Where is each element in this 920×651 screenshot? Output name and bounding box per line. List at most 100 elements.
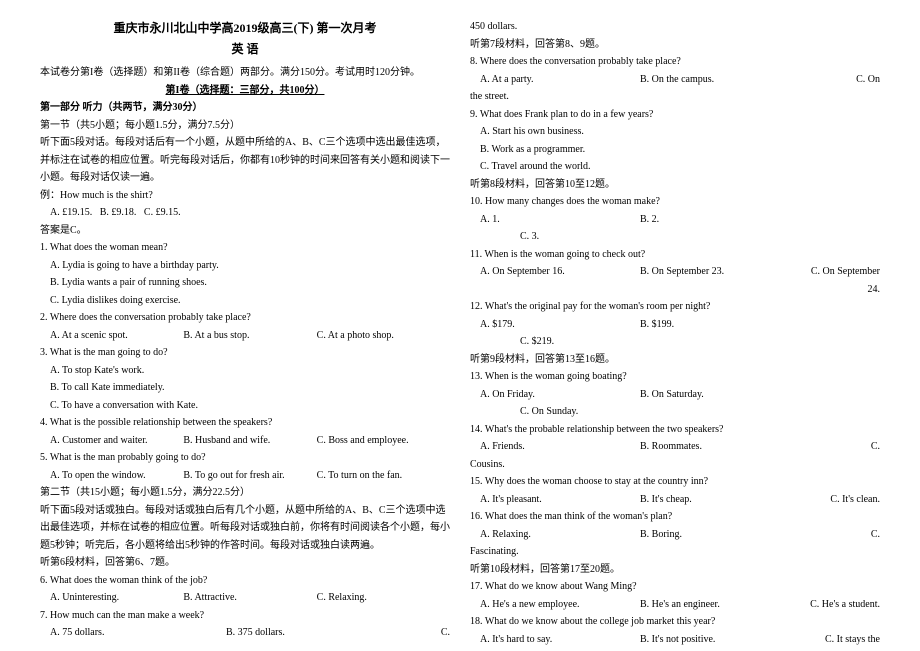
q16: 16. What does the man think of the woman…: [470, 508, 880, 526]
q11-opts: A. On September 16. B. On September 23. …: [470, 263, 880, 298]
q16-b: B. Boring.: [640, 526, 800, 544]
q16-c: C.: [800, 526, 880, 544]
q15: 15. Why does the woman choose to stay at…: [470, 473, 880, 491]
q4-a: A. Customer and waiter.: [50, 432, 183, 450]
q11-b: B. On September 23.: [640, 263, 800, 298]
q17-b: B. He's an engineer.: [640, 596, 800, 614]
q3-a: A. To stop Kate's work.: [40, 362, 450, 380]
passage9-heading: 听第9段材料，回答第13至16题。: [470, 351, 880, 369]
q2-c: C. At a photo shop.: [317, 327, 450, 345]
q17: 17. What do we know about Wang Ming?: [470, 578, 880, 596]
q18-opts: A. It's hard to say. B. It's not positiv…: [470, 631, 880, 649]
q8: 8. Where does the conversation probably …: [470, 53, 880, 71]
q10-c: C. 3.: [470, 228, 880, 246]
q16-a: A. Relaxing.: [480, 526, 640, 544]
q13: 13. When is the woman going boating?: [470, 368, 880, 386]
q16-opts: A. Relaxing. B. Boring. C.: [470, 526, 880, 544]
passage7-heading: 听第7段材料，回答第8、9题。: [470, 36, 880, 54]
q7-b: B. 375 dollars.: [226, 624, 402, 642]
q18-c: C. It stays the: [800, 631, 880, 649]
q3: 3. What is the man going to do?: [40, 344, 450, 362]
q2-opts: A. At a scenic spot. B. At a bus stop. C…: [40, 327, 450, 345]
q2-b: B. At a bus stop.: [183, 327, 316, 345]
right-column: 450 dollars. 听第7段材料，回答第8、9题。 8. Where do…: [460, 18, 890, 633]
q14-b: B. Roommates.: [640, 438, 800, 456]
q9: 9. What does Frank plan to do in a few y…: [470, 106, 880, 124]
q9-c: C. Travel around the world.: [470, 158, 880, 176]
q12-a: A. $179.: [480, 316, 640, 334]
q6-c: C. Relaxing.: [317, 589, 450, 607]
subject-title: 英 语: [40, 39, 450, 60]
q4-c: C. Boss and employee.: [317, 432, 450, 450]
instructions-1: 听下面5段对话。每段对话后有一个小题，从题中所给的A、B、C三个选项中选出最佳选…: [40, 134, 450, 187]
q14-c-cont: Cousins.: [470, 456, 880, 474]
q12: 12. What's the original pay for the woma…: [470, 298, 880, 316]
passage6-heading: 听第6段材料，回答第6、7题。: [40, 554, 450, 572]
instructions-2: 听下面5段对话或独白。每段对话或独白后有几个小题，从题中所给的A、B、C三个选项…: [40, 502, 450, 555]
q6-a: A. Uninteresting.: [50, 589, 183, 607]
q1-b: B. Lydia wants a pair of running shoes.: [40, 274, 450, 292]
q14: 14. What's the probable relationship bet…: [470, 421, 880, 439]
q11-a: A. On September 16.: [480, 263, 640, 298]
q10-b: B. 2.: [640, 211, 800, 229]
q17-a: A. He's a new employee.: [480, 596, 640, 614]
q7-c-cont: 450 dollars.: [470, 18, 880, 36]
q17-opts: A. He's a new employee. B. He's an engin…: [470, 596, 880, 614]
q9-b: B. Work as a programmer.: [470, 141, 880, 159]
q5-opts: A. To open the window. B. To go out for …: [40, 467, 450, 485]
q8-c: C. On: [800, 71, 880, 89]
section1-heading: 第一部分 听力（共两节，满分30分）: [40, 99, 450, 117]
q15-b: B. It's cheap.: [640, 491, 800, 509]
q13-c: C. On Sunday.: [470, 403, 880, 421]
sub1-heading: 第一节（共5小题；每小题1.5分，满分7.5分）: [40, 117, 450, 135]
q7-a: A. 75 dollars.: [50, 624, 226, 642]
q1: 1. What does the woman mean?: [40, 239, 450, 257]
ex-opt-c: C. £9.15.: [144, 207, 181, 218]
q5: 5. What is the man probably going to do?: [40, 449, 450, 467]
passage10-heading: 听第10段材料，回答第17至20题。: [470, 561, 880, 579]
q11: 11. When is the woman going to check out…: [470, 246, 880, 264]
q6-opts: A. Uninteresting. B. Attractive. C. Rela…: [40, 589, 450, 607]
q10-a: A. 1.: [480, 211, 640, 229]
q3-c: C. To have a conversation with Kate.: [40, 397, 450, 415]
q18-a: A. It's hard to say.: [480, 631, 640, 649]
ex-opt-b: B. £9.18.: [100, 207, 137, 218]
q9-a: A. Start his own business.: [470, 123, 880, 141]
part1-heading: 第I卷（选择题：三部分，共100分）: [40, 82, 450, 100]
passage8-heading: 听第8段材料，回答第10至12题。: [470, 176, 880, 194]
ex-opt-a: A. £19.15.: [50, 207, 92, 218]
q14-a: A. Friends.: [480, 438, 640, 456]
q12-opts-ab: A. $179. B. $199.: [470, 316, 880, 334]
example-answer: 答案是C。: [40, 222, 450, 240]
left-column: 重庆市永川北山中学高2019级高三(下) 第一次月考 英 语 本试卷分第I卷（选…: [30, 18, 460, 633]
example-q: 例：How much is the shirt?: [40, 187, 450, 205]
q6: 6. What does the woman think of the job?: [40, 572, 450, 590]
q17-c: C. He's a student.: [800, 596, 880, 614]
q16-c-cont: Fascinating.: [470, 543, 880, 561]
q5-c: C. To turn on the fan.: [317, 467, 450, 485]
q18-b: B. It's not positive.: [640, 631, 800, 649]
q11-c: C. On September 24.: [800, 263, 880, 298]
q1-a: A. Lydia is going to have a birthday par…: [40, 257, 450, 275]
q8-a: A. At a party.: [480, 71, 640, 89]
q8-opts: A. At a party. B. On the campus. C. On: [470, 71, 880, 89]
q10: 10. How many changes does the woman make…: [470, 193, 880, 211]
q12-b: B. $199.: [640, 316, 800, 334]
q7-opts: A. 75 dollars. B. 375 dollars. C.: [40, 624, 450, 642]
exam-title: 重庆市永川北山中学高2019级高三(下) 第一次月考: [40, 18, 450, 39]
q8-b: B. On the campus.: [640, 71, 800, 89]
q15-a: A. It's pleasant.: [480, 491, 640, 509]
q4-opts: A. Customer and waiter. B. Husband and w…: [40, 432, 450, 450]
q4-b: B. Husband and wife.: [183, 432, 316, 450]
q7: 7. How much can the man make a week?: [40, 607, 450, 625]
q8-c-cont: the street.: [470, 88, 880, 106]
q13-a: A. On Friday.: [480, 386, 640, 404]
q15-c: C. It's clean.: [800, 491, 880, 509]
q14-opts: A. Friends. B. Roommates. C.: [470, 438, 880, 456]
q15-opts: A. It's pleasant. B. It's cheap. C. It's…: [470, 491, 880, 509]
q18: 18. What do we know about the college jo…: [470, 613, 880, 631]
q14-c: C.: [800, 438, 880, 456]
q7-c: C.: [402, 624, 450, 642]
q13-b: B. On Saturday.: [640, 386, 800, 404]
example-opts: A. £19.15. B. £9.18. C. £9.15.: [40, 204, 450, 222]
